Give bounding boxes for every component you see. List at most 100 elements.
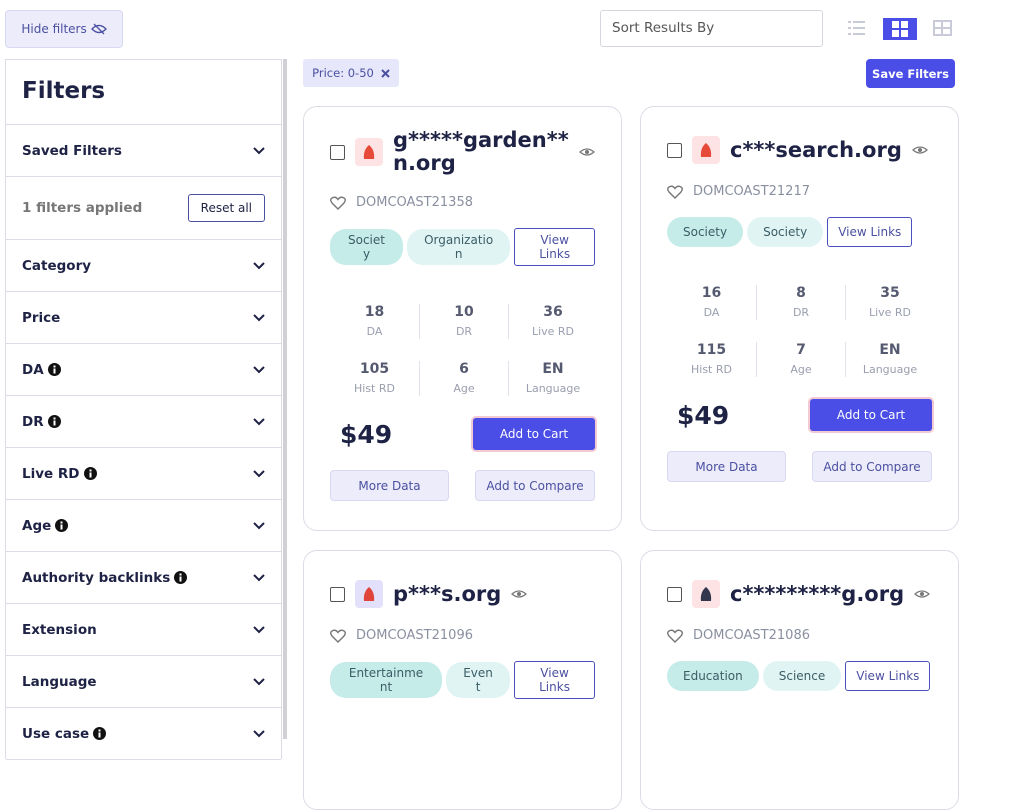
filter-section[interactable]: DR (6, 396, 281, 448)
stat-label: DA (703, 306, 720, 319)
sort-select[interactable]: Sort Results By (600, 10, 823, 47)
stat-value: 16 (701, 285, 722, 301)
stat-value: 35 (880, 285, 900, 301)
filter-section-label: Category (22, 258, 91, 274)
filter-section[interactable]: Age (6, 500, 281, 552)
stat-label: DR (792, 306, 810, 319)
more-data-button[interactable]: More Data (667, 451, 786, 482)
add-to-compare-button[interactable]: Add to Compare (812, 451, 932, 482)
view-links-button[interactable]: View Links (845, 661, 931, 691)
tag-row: Education Science View Links (667, 661, 932, 691)
chevron (253, 365, 265, 373)
add-to-cart-button[interactable]: Add to Cart (473, 418, 595, 450)
filter-section[interactable]: Category (6, 240, 281, 292)
filter-section-label: DR (22, 414, 61, 430)
category-tag: Organization (407, 229, 511, 265)
select-checkbox[interactable] (330, 144, 345, 160)
category-tag: Science (762, 661, 842, 691)
category-tag: Society (667, 217, 744, 247)
info-icon (93, 727, 107, 740)
view-toggles[interactable] (845, 18, 965, 40)
stat-value: 10 (454, 304, 474, 320)
stat-value: EN (542, 361, 564, 377)
eye-off-icon (90, 23, 107, 35)
select-checkbox[interactable] (330, 586, 345, 602)
filter-section-text: DA (22, 361, 44, 378)
chevron (253, 417, 265, 425)
filters-sidebar: Filters Saved Filters 1 filters applied Res… (5, 59, 282, 760)
domain-name: c***search.org (730, 137, 902, 162)
preview-icon (911, 146, 928, 154)
listing-code: DOMCOAST21096 (356, 628, 473, 643)
select-checkbox[interactable] (667, 142, 682, 158)
active-filter-chip[interactable]: Price: 0-50 (303, 59, 399, 87)
listing-code: DOMCOAST21358 (356, 195, 473, 210)
view-links-button[interactable]: View Links (514, 228, 596, 266)
chevron (253, 469, 265, 477)
code-row: DOMCOAST21217 (667, 184, 932, 199)
filter-section-text: Live RD (22, 465, 80, 482)
filter-section-label: Language (22, 674, 97, 690)
add-to-compare-button[interactable]: Add to Compare (475, 470, 595, 501)
save-filters-button[interactable]: Save Filters (866, 59, 955, 88)
domain-name: c*********g.org (730, 581, 905, 606)
stat-value: 105 (359, 361, 390, 377)
preview-icon (579, 148, 595, 156)
filter-section[interactable]: DA (6, 344, 281, 396)
sort-placeholder: Sort Results By (612, 20, 715, 36)
site-icon (355, 138, 383, 166)
price: $49 (340, 419, 393, 449)
filter-section-text: DR (22, 413, 44, 430)
remove-icon[interactable] (381, 68, 390, 78)
category-tag: Education (667, 661, 759, 691)
chevron (253, 729, 265, 737)
filter-section[interactable]: Language (6, 656, 281, 708)
stat: EN Language (845, 342, 934, 377)
stat-value: 6 (459, 361, 469, 377)
view-links-button[interactable]: View Links (827, 217, 913, 247)
hide-filters-button[interactable]: Hide filters (5, 10, 123, 48)
stat-label: DA (366, 325, 383, 338)
stat-value: 18 (364, 304, 385, 320)
select-checkbox[interactable] (667, 586, 682, 602)
card-header: g*****garden**n.org (330, 129, 595, 175)
saved-filters-row[interactable]: Saved Filters (6, 125, 281, 177)
active-filter-label: Price: 0-50 (312, 66, 374, 80)
filter-section-text: Age (22, 517, 52, 534)
tag-row: Society Organization View Links (330, 228, 596, 266)
reset-all-button[interactable]: Reset all (187, 194, 265, 222)
filter-section-text: Use case (22, 725, 90, 742)
listing-code: DOMCOAST21217 (693, 184, 810, 199)
filter-section[interactable]: Extension (6, 604, 281, 656)
view-links-button[interactable]: View Links (514, 661, 595, 699)
more-data-button[interactable]: More Data (330, 470, 449, 501)
filter-section[interactable]: Price (6, 292, 281, 344)
stat-label: Hist RD (354, 382, 395, 395)
chevron (253, 677, 265, 685)
stat: 18 DA (330, 304, 419, 339)
favorite-icon (667, 629, 683, 643)
chevron (253, 146, 265, 154)
stats-grid: 16 DA 8 DR 35 Live RD 115 Hist RD 7 Age EN Language (667, 285, 932, 377)
tag-row: Entertainment Event View Links (330, 661, 595, 699)
chevron (253, 261, 265, 269)
filter-section[interactable]: Authority backlinks (6, 552, 281, 604)
stat: 10 DR (419, 304, 508, 339)
price-row: $49 Add to Cart (667, 399, 932, 431)
add-to-cart-button[interactable]: Add to Cart (810, 399, 932, 431)
stat-label: Hist RD (691, 363, 732, 376)
filter-section[interactable]: Live RD (6, 448, 281, 500)
info-icon (83, 467, 97, 480)
card-header: c***search.org (667, 136, 932, 164)
result-card: p***s.org DOMCOAST21096 Entertainment Event… (303, 550, 622, 810)
favorite-icon (667, 185, 683, 199)
filter-section[interactable]: Use case (6, 708, 281, 760)
preview-icon (914, 590, 931, 598)
result-card: c*********g.org DOMCOAST21086 Education Sci… (640, 550, 959, 810)
info-icon (55, 519, 69, 532)
card-header: p***s.org (330, 580, 595, 608)
stat-value: 36 (543, 304, 563, 320)
price-row: $49 Add to Cart (330, 418, 595, 450)
filter-section-label: Extension (22, 622, 97, 638)
result-card: g*****garden**n.org DOMCOAST21358 Society O… (303, 106, 622, 531)
